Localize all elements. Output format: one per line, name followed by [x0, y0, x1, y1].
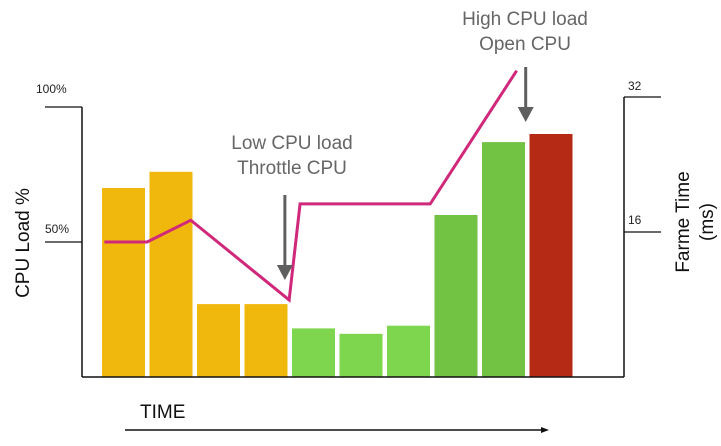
bar-3 — [197, 304, 240, 377]
x-axis-label: TIME — [140, 402, 185, 423]
left-tick-label-100: 100% — [36, 82, 67, 96]
bars — [102, 134, 573, 377]
right-tick-label-16: 16 — [628, 213, 642, 227]
annotation-high-line2: Open CPU — [479, 34, 571, 55]
bar-6 — [339, 333, 383, 377]
frame-time-line — [104, 69, 518, 303]
annotation-low-line1: Low CPU load — [231, 133, 352, 154]
right-tick-label-32: 32 — [628, 79, 642, 93]
annotation-arrow-head-1 — [276, 265, 293, 280]
annotation-high-line1: High CPU load — [462, 9, 588, 30]
time-arrow-head — [541, 427, 549, 433]
bar-8 — [434, 215, 478, 377]
y-axis-label: CPU Load % — [13, 188, 34, 298]
bar-4 — [244, 304, 288, 377]
bar-2 — [149, 171, 193, 377]
bar-7 — [387, 325, 430, 377]
y2-axis-label-line1: Farme Time — [673, 171, 694, 272]
annotation-arrow-head-2 — [517, 107, 534, 122]
annotations: Low CPU load Throttle CPU High CPU load … — [231, 9, 588, 280]
left-tick-label-50: 50% — [45, 222, 69, 236]
bar-10 — [529, 134, 573, 377]
bar-9 — [482, 142, 525, 377]
bar-5 — [292, 328, 335, 377]
bar-1 — [102, 188, 145, 377]
axes: 100% 50% 32 16 CPU Load % Farme Time (ms… — [13, 79, 718, 433]
annotation-low-line2: Throttle CPU — [237, 158, 347, 179]
y2-axis-label-line2: (ms) — [697, 203, 718, 241]
